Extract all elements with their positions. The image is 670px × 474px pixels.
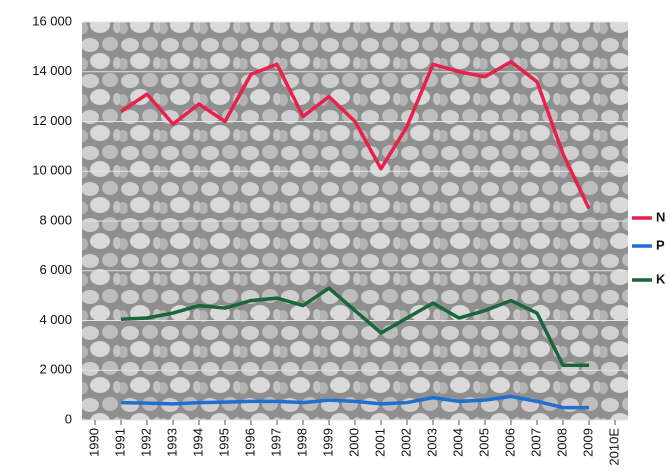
y-tick-label: 6 000 xyxy=(39,262,72,277)
x-tick-label: 2010E xyxy=(606,428,621,466)
y-tick-label: 2 000 xyxy=(39,362,72,377)
x-tick-label: 2001 xyxy=(372,428,387,457)
x-tick-label: 1999 xyxy=(320,428,335,457)
y-tick-label: 12 000 xyxy=(32,113,72,128)
x-tick-label: 2007 xyxy=(528,428,543,457)
x-tick-label: 1991 xyxy=(112,428,127,457)
series-line xyxy=(120,60,591,210)
legend-label: P xyxy=(656,237,665,252)
x-tick-label: 2009 xyxy=(580,428,595,457)
x-tick-label: 1994 xyxy=(190,428,205,457)
legend-label: N xyxy=(656,209,665,224)
x-tick-label: 2005 xyxy=(476,428,491,457)
series-line xyxy=(120,394,589,410)
y-tick-label: 0 xyxy=(65,411,72,426)
x-tick-label: 1993 xyxy=(164,428,179,457)
x-tick-label: 1995 xyxy=(216,428,231,457)
x-tick-label: 1992 xyxy=(138,428,153,457)
legend-label: K xyxy=(656,271,666,286)
x-tick-label: 1990 xyxy=(86,428,101,457)
y-tick-label: 14 000 xyxy=(32,63,72,78)
y-tick-label: 10 000 xyxy=(32,163,72,178)
x-tick-label: 1998 xyxy=(294,428,309,457)
y-tick-label: 4 000 xyxy=(39,312,72,327)
x-tick-label: 2004 xyxy=(450,428,465,457)
y-tick-label: 8 000 xyxy=(39,212,72,227)
series-line xyxy=(120,286,589,368)
x-tick-label: 2008 xyxy=(554,428,569,457)
x-tick-label: 2006 xyxy=(502,428,517,457)
x-tick-label: 2002 xyxy=(398,428,413,457)
x-tick-label: 1996 xyxy=(242,428,257,457)
y-tick-label: 16 000 xyxy=(32,13,72,28)
x-tick-label: 2003 xyxy=(424,428,439,457)
x-tick-label: 1997 xyxy=(268,428,283,457)
x-tick-label: 2000 xyxy=(346,428,361,457)
